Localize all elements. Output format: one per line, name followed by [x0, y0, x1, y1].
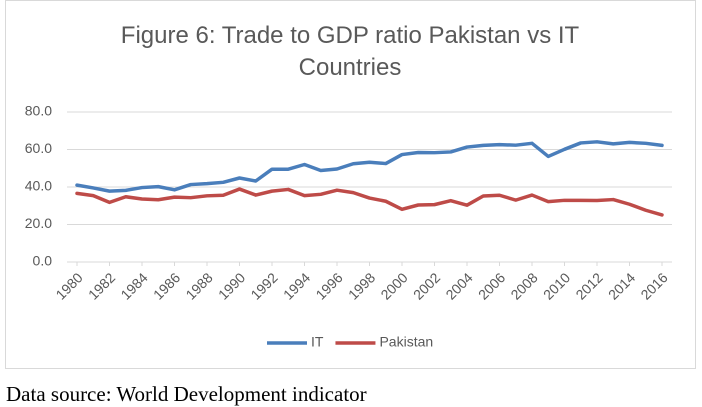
legend-label: IT: [311, 334, 324, 350]
x-tick-label: 2002: [410, 269, 443, 302]
series-line: [75, 140, 664, 193]
x-tick-label: 2010: [540, 269, 573, 302]
x-tick-label: 1998: [345, 269, 378, 302]
x-tick-label: 1996: [312, 269, 345, 302]
x-tick-label: 1982: [85, 269, 118, 302]
chart-frame: [5, 0, 696, 369]
x-tick-label: 1984: [117, 269, 150, 302]
x-tick-label: 1990: [215, 269, 248, 302]
x-tick-label: 1980: [52, 269, 85, 302]
y-tick-label: 80.0: [25, 103, 52, 119]
y-tick-label: 0.0: [33, 253, 53, 269]
x-tick-label: 2014: [605, 269, 638, 302]
y-tick-label: 20.0: [25, 215, 52, 231]
chart-title: Figure 6: Trade to GDP ratio Pakistan vs…: [120, 22, 580, 81]
caption: Data source: World Development indicator: [6, 382, 367, 406]
x-tick-label: 2012: [572, 269, 605, 302]
series-line: [75, 187, 664, 217]
x-tick-label: 1988: [182, 269, 215, 302]
x-tick-label: 2000: [377, 269, 410, 302]
x-tick-label: 2004: [442, 269, 475, 302]
y-tick-label: 40.0: [25, 178, 52, 194]
x-tick-label: 1994: [280, 269, 313, 302]
x-tick-label: 2016: [637, 269, 670, 302]
x-tick-label: 1992: [247, 269, 280, 302]
legend-label: Pakistan: [379, 334, 433, 350]
x-tick-label: 1986: [150, 269, 183, 302]
x-tick-label: 2006: [475, 269, 508, 302]
x-tick-label: 2008: [507, 269, 540, 302]
y-tick-label: 60.0: [25, 140, 52, 156]
